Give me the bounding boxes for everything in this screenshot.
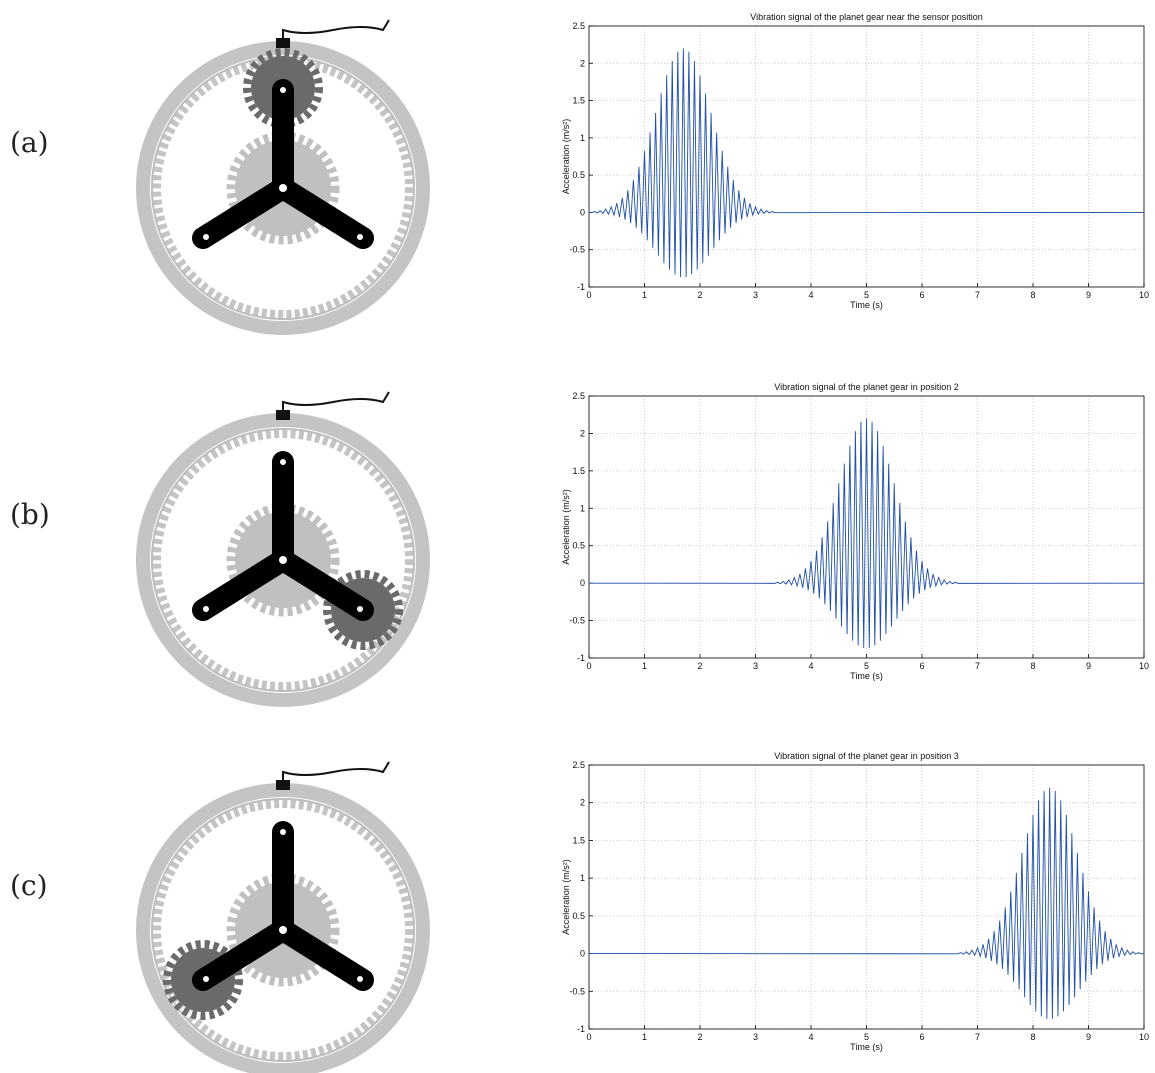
x-tick-label: 1 <box>642 661 647 671</box>
x-tick-label: 9 <box>1086 290 1091 300</box>
x-tick-label: 1 <box>642 290 647 300</box>
x-tick-label: 0 <box>586 290 591 300</box>
panel-label: (a) <box>10 126 49 159</box>
x-tick-label: 7 <box>975 290 980 300</box>
signal-line <box>588 48 1145 278</box>
y-tick-label: 1 <box>580 133 585 143</box>
x-tick-label: 5 <box>864 290 869 300</box>
x-tick-label: 10 <box>1139 661 1149 671</box>
gear-diagram <box>143 762 423 1070</box>
y-tick-label: 1.5 <box>572 96 585 106</box>
x-tick-label: 6 <box>919 1032 924 1042</box>
y-tick-label: 1.5 <box>572 466 585 476</box>
y-tick-label: 2.5 <box>572 21 585 31</box>
x-tick-label: 0 <box>586 1032 591 1042</box>
x-tick-label: 7 <box>975 661 980 671</box>
x-tick-label: 8 <box>1030 661 1035 671</box>
gear-diagram <box>143 392 423 700</box>
x-axis-label: Time (s) <box>850 671 883 681</box>
x-tick-label: 2 <box>697 661 702 671</box>
x-tick-label: 3 <box>753 1032 758 1042</box>
y-axis-label: Acceleration (m/s²) <box>561 489 571 565</box>
y-tick-label: 2 <box>580 798 585 808</box>
y-tick-label: -0.5 <box>569 616 585 626</box>
x-tick-label: 9 <box>1086 1032 1091 1042</box>
x-tick-label: 9 <box>1086 661 1091 671</box>
y-tick-label: 1.5 <box>572 835 585 845</box>
y-tick-label: 0.5 <box>572 541 585 551</box>
y-tick-label: 2 <box>580 58 585 68</box>
x-tick-label: 4 <box>808 1032 813 1042</box>
y-tick-label: 2.5 <box>572 760 585 770</box>
x-tick-label: 3 <box>753 661 758 671</box>
x-tick-label: 4 <box>808 661 813 671</box>
x-tick-label: 6 <box>919 661 924 671</box>
y-tick-label: 2.5 <box>572 391 585 401</box>
plot-frame <box>588 25 1145 288</box>
plot-frame <box>588 395 1145 659</box>
signal-line <box>588 418 1145 648</box>
x-tick-label: 4 <box>808 290 813 300</box>
panel-label: (c) <box>10 869 48 902</box>
gear-diagram <box>143 20 423 328</box>
y-tick-label: 0 <box>580 949 585 959</box>
y-tick-label: 1 <box>580 873 585 883</box>
y-tick-label: -1 <box>577 653 585 663</box>
chart-title: Vibration signal of the planet gear near… <box>750 12 983 22</box>
x-axis-label: Time (s) <box>850 300 883 310</box>
x-tick-label: 6 <box>919 290 924 300</box>
x-tick-label: 1 <box>642 1032 647 1042</box>
y-tick-label: 0.5 <box>572 911 585 921</box>
signal-line <box>588 787 1145 1019</box>
y-tick-label: -1 <box>577 1024 585 1034</box>
y-tick-label: 0 <box>580 207 585 217</box>
chart-title: Vibration signal of the planet gear in p… <box>774 751 958 761</box>
x-tick-label: 5 <box>864 661 869 671</box>
chart-title: Vibration signal of the planet gear in p… <box>774 382 958 392</box>
x-tick-label: 0 <box>586 661 591 671</box>
x-tick-label: 3 <box>753 290 758 300</box>
y-tick-label: 2 <box>580 428 585 438</box>
y-tick-label: -0.5 <box>569 245 585 255</box>
x-axis-label: Time (s) <box>850 1042 883 1052</box>
y-axis-label: Acceleration (m/s²) <box>561 119 571 195</box>
plot-frame <box>588 764 1145 1030</box>
y-axis-label: Acceleration (m/s²) <box>561 859 571 935</box>
y-tick-label: -0.5 <box>569 986 585 996</box>
x-tick-label: 8 <box>1030 290 1035 300</box>
x-tick-label: 2 <box>697 290 702 300</box>
x-tick-label: 10 <box>1139 1032 1149 1042</box>
panel-label: (b) <box>10 498 50 531</box>
y-tick-label: 0.5 <box>572 170 585 180</box>
y-tick-label: 1 <box>580 503 585 513</box>
y-tick-label: 0 <box>580 578 585 588</box>
x-tick-label: 2 <box>697 1032 702 1042</box>
y-tick-label: -1 <box>577 282 585 292</box>
x-tick-label: 7 <box>975 1032 980 1042</box>
x-tick-label: 5 <box>864 1032 869 1042</box>
x-tick-label: 10 <box>1139 290 1149 300</box>
x-tick-label: 8 <box>1030 1032 1035 1042</box>
